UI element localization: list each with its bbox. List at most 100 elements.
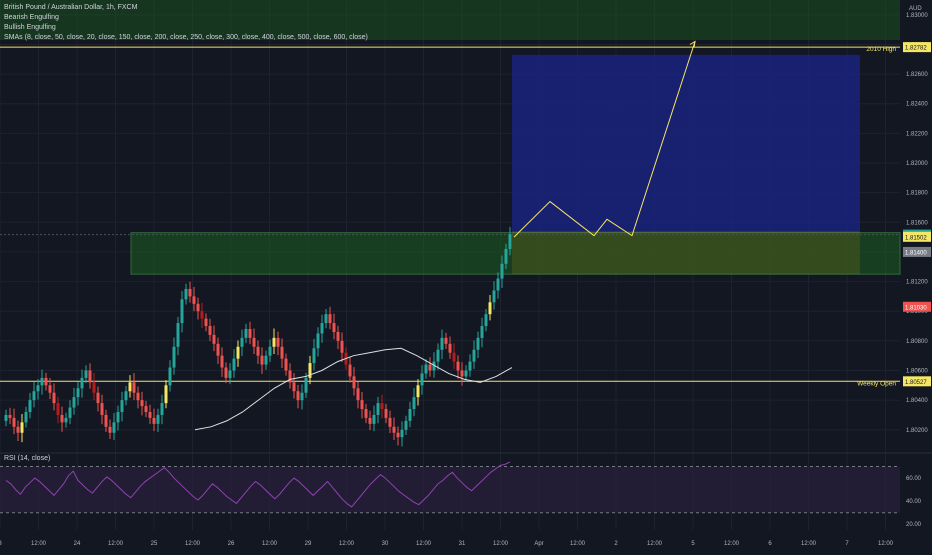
candle-body	[104, 414, 108, 427]
candle-body	[124, 391, 128, 401]
candle-body	[280, 346, 284, 359]
candle-body	[504, 248, 508, 264]
x-tick-label: 12:00	[878, 541, 894, 547]
candle-body	[300, 392, 304, 401]
candle-body	[4, 414, 8, 421]
candle-body	[276, 337, 280, 347]
candle-body	[420, 373, 424, 386]
candle-body	[360, 400, 364, 410]
candle-body	[356, 388, 360, 401]
candle-body	[496, 278, 500, 291]
candle-body	[140, 400, 144, 407]
candle-body	[168, 367, 172, 386]
indicator-smas[interactable]: SMAs (8, close, 50, close, 20, close, 15…	[4, 34, 368, 41]
candle-body	[312, 348, 316, 364]
level-label: Weekly Open	[857, 380, 896, 387]
candle-body	[332, 323, 336, 332]
chart-legend: British Pound / Australian Dollar, 1h, F…	[4, 3, 368, 43]
candle-body	[428, 364, 432, 371]
candle-body	[432, 361, 436, 371]
candle-body	[160, 403, 164, 415]
candle-body	[484, 314, 488, 327]
candle-body	[192, 296, 196, 304]
candle-body	[196, 303, 200, 312]
candle-body	[456, 361, 460, 371]
level-badge-text: 1.82782	[905, 46, 927, 52]
candle-body	[96, 392, 100, 404]
indicator-bullish-engulfing[interactable]: Bullish Engulfing	[4, 24, 56, 31]
projection-arrowhead	[689, 40, 696, 48]
x-tick-label: 25	[151, 541, 158, 547]
price-badge	[903, 231, 931, 242]
candle-body	[180, 299, 184, 324]
candle-body	[128, 382, 132, 392]
candle-body	[56, 403, 60, 415]
symbol-title[interactable]: British Pound / Australian Dollar, 1h, F…	[4, 4, 138, 11]
price-badge-text: 1.81030	[905, 305, 927, 311]
candle-body	[324, 314, 328, 324]
x-tick-label: 29	[305, 541, 312, 547]
candle-body	[452, 352, 456, 362]
candle-body	[372, 414, 376, 424]
candle-body	[72, 397, 76, 408]
candle-body	[240, 337, 244, 347]
candle-body	[500, 263, 504, 279]
y-tick-label: 1.81200	[906, 280, 928, 286]
candle-body	[436, 349, 440, 362]
projection-path	[513, 41, 696, 238]
rsi-tick-label: 40.00	[906, 499, 922, 505]
supply-zone	[0, 0, 900, 41]
candle-body	[252, 337, 256, 347]
level-badge	[903, 376, 931, 387]
candle-body	[52, 392, 56, 404]
candle-body	[100, 403, 104, 415]
candle-body	[216, 343, 220, 356]
candle-body	[352, 376, 356, 389]
candle-body	[404, 420, 408, 430]
candle-body	[320, 323, 324, 334]
y-tick-label: 1.80400	[906, 398, 928, 404]
candle-body	[340, 340, 344, 353]
x-tick-label: 12:00	[647, 541, 663, 547]
candle-body	[364, 409, 368, 418]
candle-body	[120, 400, 124, 412]
candle-body	[488, 302, 492, 315]
x-tick-label: 24	[74, 541, 81, 547]
candle-body	[92, 382, 96, 393]
x-tick-label: 12:00	[262, 541, 278, 547]
candle-body	[388, 417, 392, 427]
candle-body	[316, 333, 320, 349]
indicator-bearish-engulfing[interactable]: Bearish Engulfing	[4, 14, 59, 21]
x-tick-label: 30	[382, 541, 389, 547]
candle-body	[284, 358, 288, 371]
x-tick-label: 12:00	[108, 541, 124, 547]
candle-body	[224, 367, 228, 378]
candle-body	[176, 323, 180, 347]
candle-body	[76, 388, 80, 398]
candle-body	[264, 355, 268, 365]
price-badge-text: 1.81400	[905, 250, 927, 256]
candle-body	[288, 370, 292, 383]
y-tick-label: 1.83000	[906, 13, 928, 19]
y-tick-label: 1.81600	[906, 220, 928, 226]
x-tick-label: 6	[768, 541, 772, 547]
candle-body	[208, 326, 212, 335]
rsi-legend[interactable]: RSI (14, close)	[4, 455, 51, 462]
candle-body	[136, 392, 140, 401]
candle-body	[408, 409, 412, 421]
candle-body	[64, 417, 68, 423]
level-label: 2010 High	[866, 46, 896, 53]
candle-body	[112, 422, 116, 433]
candle-body	[392, 426, 396, 433]
candle-body	[368, 417, 372, 424]
y-tick-label: 1.82200	[906, 131, 928, 137]
candle-body	[424, 364, 428, 374]
candle-body	[400, 429, 404, 438]
x-tick-label: 12:00	[31, 541, 47, 547]
candle-body	[464, 370, 468, 377]
x-tick-label: 7	[845, 541, 849, 547]
candle-body	[16, 426, 20, 433]
y-tick-label: 1.81000	[906, 309, 928, 315]
